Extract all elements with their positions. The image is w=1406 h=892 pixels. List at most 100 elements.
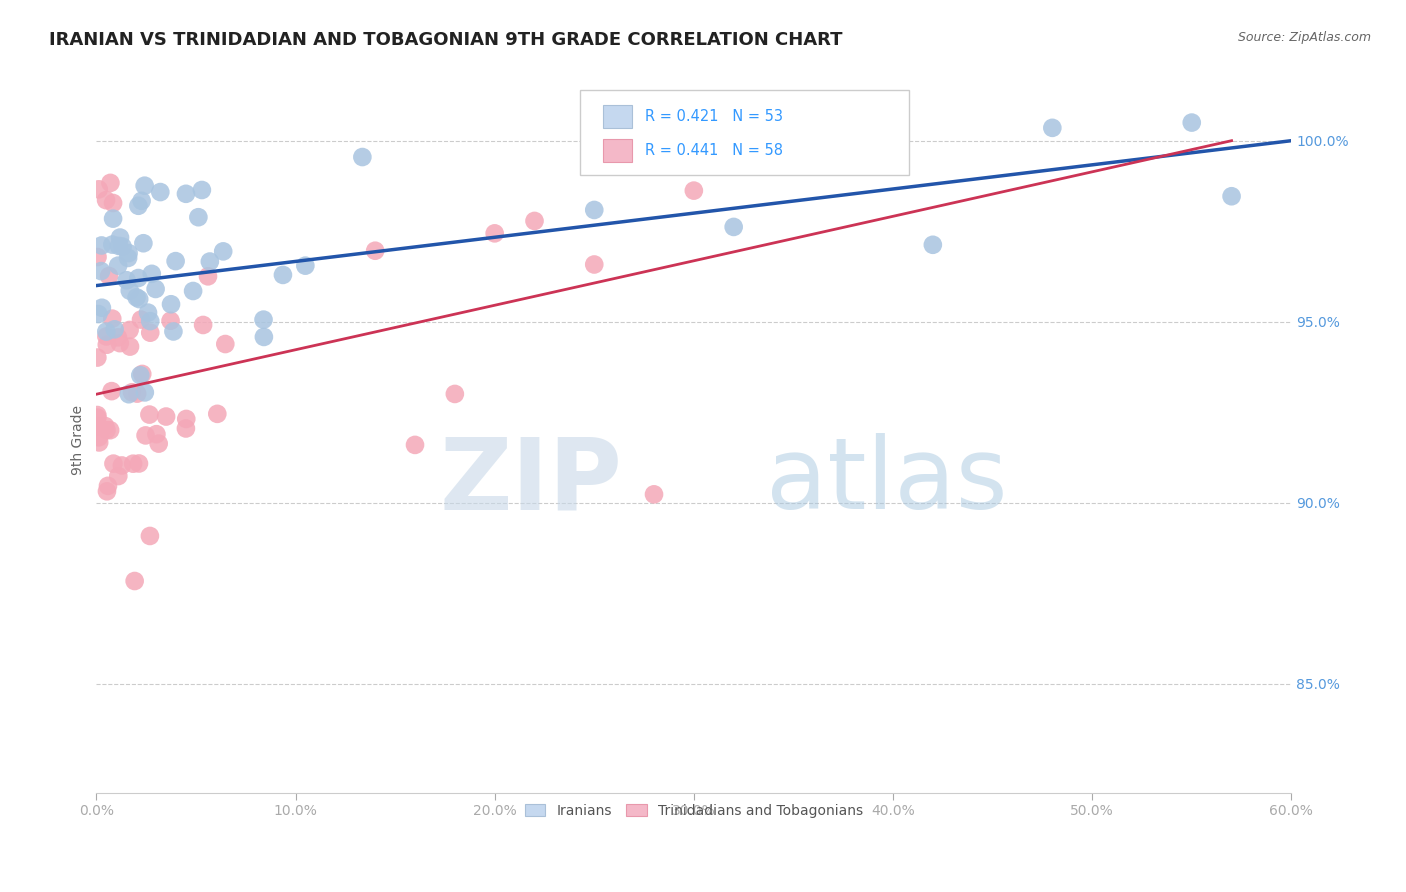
Point xyxy=(253,330,276,344)
Point xyxy=(101,311,124,326)
Point xyxy=(271,268,294,282)
Point xyxy=(96,423,118,437)
FancyBboxPatch shape xyxy=(603,105,631,128)
Point xyxy=(96,484,118,499)
Point xyxy=(352,150,374,164)
Point xyxy=(90,301,112,315)
Point xyxy=(101,237,124,252)
Point xyxy=(97,479,120,493)
Point xyxy=(89,435,111,450)
Point xyxy=(117,251,139,265)
Point xyxy=(723,219,745,234)
Point xyxy=(129,368,152,383)
Point xyxy=(100,384,122,398)
Point xyxy=(139,314,162,328)
Point xyxy=(118,387,141,401)
Point xyxy=(107,259,129,273)
Point xyxy=(90,238,112,252)
Point xyxy=(181,284,204,298)
Point xyxy=(118,340,141,354)
Point xyxy=(87,419,110,434)
Point xyxy=(136,305,159,319)
Point xyxy=(122,457,145,471)
Point xyxy=(207,407,229,421)
Point xyxy=(174,412,197,426)
Point xyxy=(131,367,153,381)
Point xyxy=(682,184,704,198)
Point xyxy=(160,297,183,311)
FancyBboxPatch shape xyxy=(581,90,908,175)
Point xyxy=(141,267,163,281)
Point xyxy=(96,337,118,351)
Point xyxy=(294,259,316,273)
Point xyxy=(100,176,122,190)
Point xyxy=(101,196,124,211)
Point xyxy=(127,386,149,401)
Point xyxy=(149,185,172,199)
Text: atlas: atlas xyxy=(765,434,1007,531)
Legend: Iranians, Trinidadians and Tobagonians: Iranians, Trinidadians and Tobagonians xyxy=(517,797,870,824)
Point xyxy=(131,194,153,208)
Point xyxy=(155,409,177,424)
Point xyxy=(117,246,139,260)
Point xyxy=(98,268,121,283)
Point xyxy=(108,336,131,351)
Point xyxy=(139,326,162,340)
Point xyxy=(643,487,665,501)
Point xyxy=(118,323,141,337)
Text: Source: ZipAtlas.com: Source: ZipAtlas.com xyxy=(1237,31,1371,45)
Point xyxy=(197,269,219,284)
Point xyxy=(107,330,129,344)
Point xyxy=(165,254,187,268)
Point xyxy=(86,250,108,264)
Point xyxy=(148,436,170,450)
Point xyxy=(96,329,118,343)
Point xyxy=(96,325,118,339)
Point xyxy=(174,421,197,435)
Point xyxy=(86,408,108,422)
Point xyxy=(138,408,160,422)
Text: ZIP: ZIP xyxy=(439,434,621,531)
Point xyxy=(98,423,121,437)
Point xyxy=(484,227,506,241)
Point xyxy=(1040,120,1063,135)
Point xyxy=(108,239,131,253)
Point xyxy=(214,337,236,351)
Text: R = 0.421   N = 53: R = 0.421 N = 53 xyxy=(645,109,783,124)
Point xyxy=(174,186,197,201)
Point xyxy=(1220,189,1243,203)
Point xyxy=(252,312,274,326)
Point xyxy=(191,183,214,197)
Point xyxy=(129,312,152,326)
Point xyxy=(111,240,134,254)
Point xyxy=(90,264,112,278)
Point xyxy=(127,271,149,285)
Point xyxy=(115,273,138,287)
Point xyxy=(107,469,129,483)
Point xyxy=(124,574,146,588)
Text: IRANIAN VS TRINIDADIAN AND TOBAGONIAN 9TH GRADE CORRELATION CHART: IRANIAN VS TRINIDADIAN AND TOBAGONIAN 9T… xyxy=(49,31,842,49)
Point xyxy=(86,419,108,434)
Point xyxy=(212,244,235,259)
Point xyxy=(162,325,184,339)
Point xyxy=(583,202,606,217)
Point xyxy=(101,211,124,226)
Point xyxy=(159,314,181,328)
Point xyxy=(87,307,110,321)
Point xyxy=(104,322,127,336)
Point xyxy=(108,230,131,244)
FancyBboxPatch shape xyxy=(603,139,631,162)
Point xyxy=(94,193,117,207)
Point xyxy=(121,385,143,400)
Point xyxy=(87,182,110,196)
Point xyxy=(134,385,156,400)
Point xyxy=(1181,115,1204,129)
Point xyxy=(523,214,546,228)
Point xyxy=(583,258,606,272)
Point xyxy=(127,199,149,213)
Y-axis label: 9th Grade: 9th Grade xyxy=(72,404,86,475)
Point xyxy=(134,178,156,193)
Point xyxy=(404,438,426,452)
Point xyxy=(132,236,155,251)
Point xyxy=(125,290,148,304)
